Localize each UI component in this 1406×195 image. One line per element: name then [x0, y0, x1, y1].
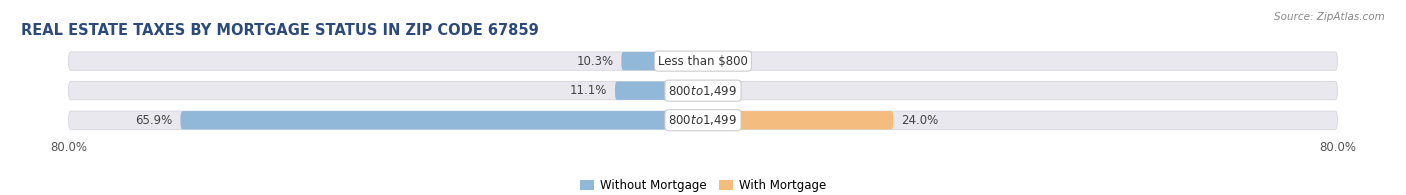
Legend: Without Mortgage, With Mortgage: Without Mortgage, With Mortgage: [575, 174, 831, 195]
Text: REAL ESTATE TAXES BY MORTGAGE STATUS IN ZIP CODE 67859: REAL ESTATE TAXES BY MORTGAGE STATUS IN …: [21, 23, 538, 38]
Text: $800 to $1,499: $800 to $1,499: [668, 84, 738, 98]
FancyBboxPatch shape: [69, 82, 1337, 100]
FancyBboxPatch shape: [69, 111, 1337, 129]
Text: 24.0%: 24.0%: [901, 114, 938, 127]
Text: $800 to $1,499: $800 to $1,499: [668, 113, 738, 127]
Text: Less than $800: Less than $800: [658, 55, 748, 68]
FancyBboxPatch shape: [703, 111, 893, 129]
Text: Source: ZipAtlas.com: Source: ZipAtlas.com: [1274, 12, 1385, 22]
Text: 0.0%: 0.0%: [711, 55, 741, 68]
FancyBboxPatch shape: [69, 52, 1337, 70]
Text: 11.1%: 11.1%: [569, 84, 607, 97]
FancyBboxPatch shape: [621, 52, 703, 70]
Text: 65.9%: 65.9%: [135, 114, 173, 127]
Text: 10.3%: 10.3%: [576, 55, 613, 68]
FancyBboxPatch shape: [180, 111, 703, 129]
FancyBboxPatch shape: [614, 82, 703, 100]
Text: 0.0%: 0.0%: [711, 84, 741, 97]
